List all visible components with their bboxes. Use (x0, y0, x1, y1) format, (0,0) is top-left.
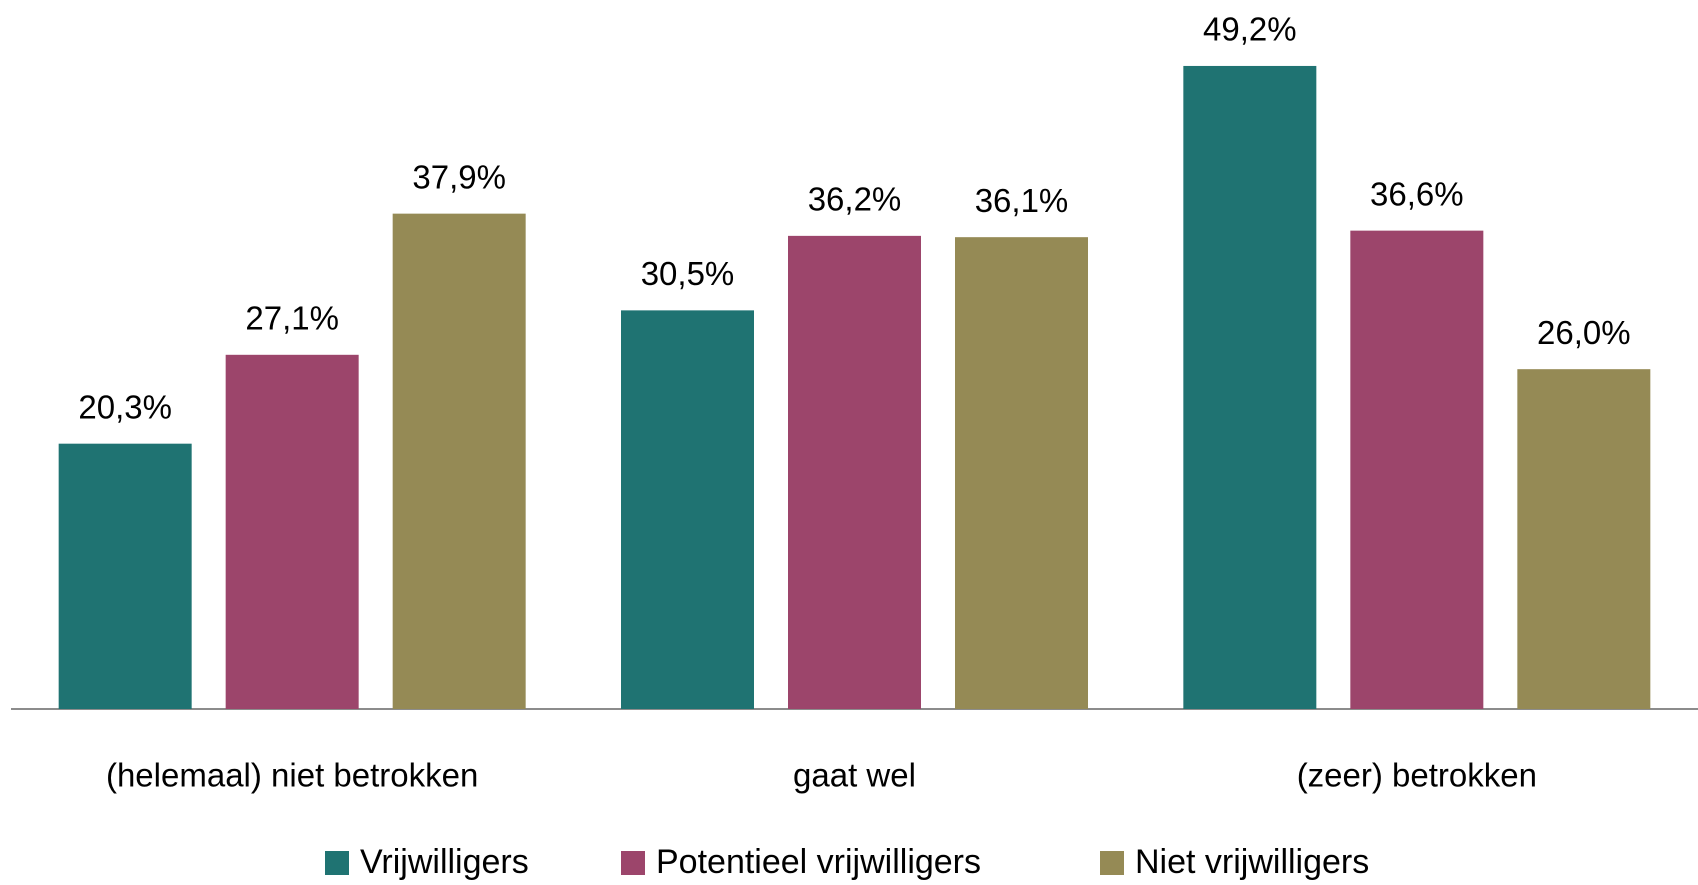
data-label: 20,3% (78, 388, 172, 425)
data-label: 36,2% (808, 181, 902, 218)
data-label: 49,2% (1203, 11, 1297, 48)
bar (788, 235, 921, 709)
legend-label: Vrijwilligers (360, 843, 529, 881)
bar (225, 354, 359, 709)
data-label: 37,9% (412, 158, 506, 195)
x-tick-label: gaat wel (793, 757, 916, 794)
bar (1517, 369, 1651, 709)
bar (58, 443, 192, 709)
x-tick-label: (helemaal) niet betrokken (106, 757, 478, 794)
data-label: 36,6% (1370, 175, 1464, 212)
legend-swatch (621, 851, 645, 875)
bar (621, 310, 754, 709)
data-label: 27,1% (245, 300, 339, 337)
bar (392, 213, 526, 709)
legend-label: Potentieel vrijwilligers (656, 843, 981, 881)
legend-label: Niet vrijwilligers (1135, 843, 1369, 881)
data-label: 36,1% (975, 182, 1069, 219)
bar (1350, 230, 1484, 709)
data-label: 26,0% (1537, 314, 1631, 351)
bar (1183, 65, 1317, 710)
x-tick-label: (zeer) betrokken (1297, 757, 1537, 794)
data-label: 30,5% (641, 255, 735, 292)
bar (955, 237, 1088, 709)
legend-swatch (325, 851, 349, 875)
legend-swatch (1100, 851, 1124, 875)
